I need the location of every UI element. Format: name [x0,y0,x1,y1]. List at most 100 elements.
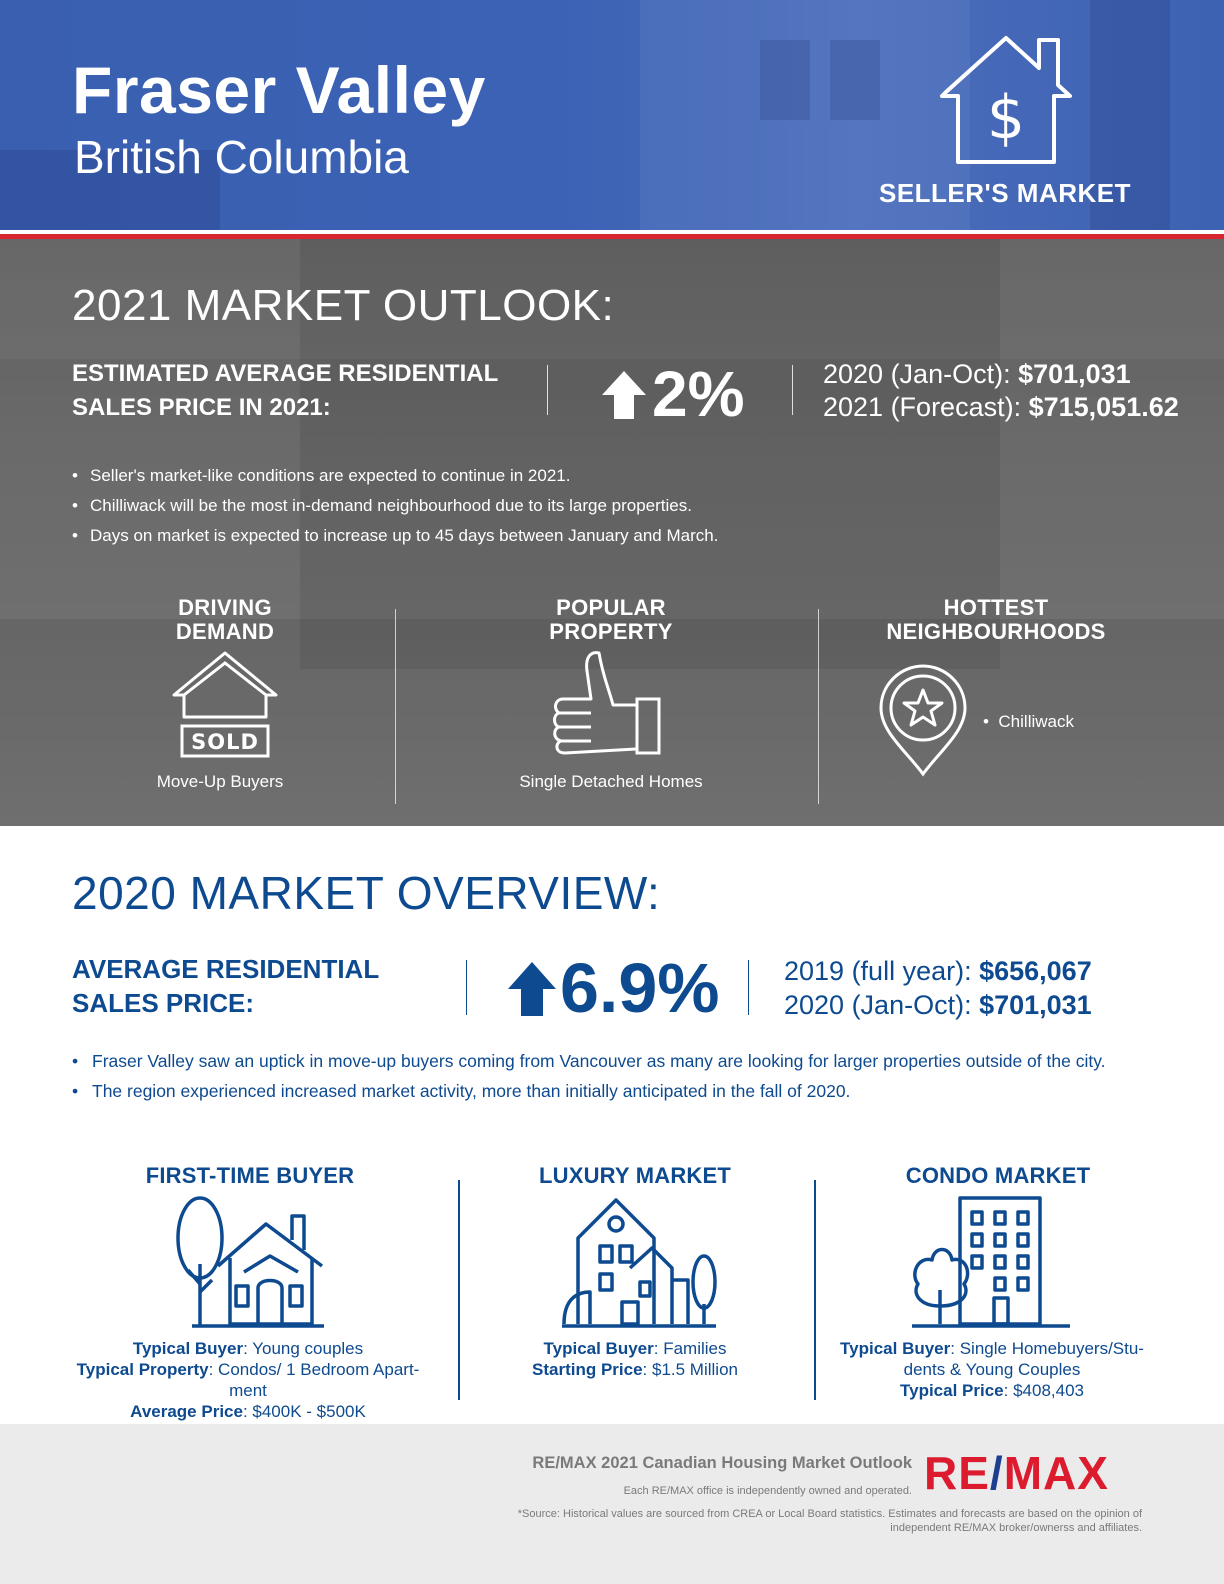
divider-stripe [0,230,1224,234]
outlook-figure-2020: 2020 (Jan-Oct): $701,031 [823,359,1131,390]
detail-value: : Single Homebuyers/Stu-dents & Young Co… [903,1339,1144,1379]
divider-stripe-red [0,234,1224,239]
sold-label: SOLD [191,730,259,754]
outlook-bullet-list: Seller's market-like conditions are expe… [72,461,718,551]
up-arrow-icon [602,371,646,419]
background-tree [0,150,220,230]
hottest-neighbourhood-item: • Chilliwack [983,712,1103,732]
page-subtitle: British Columbia [74,131,409,183]
estimate-label: ESTIMATED AVERAGE RESIDENTIAL SALES PRIC… [72,360,498,421]
figure-value: $715,051.62 [1028,392,1179,422]
column-heading: HOTTEST [943,595,1049,620]
luxury-market-details: Typical Buyer: Families Starting Price: … [470,1338,800,1380]
figure-label: 2020 (Jan-Oct): [823,359,1019,389]
column-heading: NEIGHBOURHOODS [886,619,1106,644]
divider [547,365,548,415]
footer-source: *Source: Historical values are sourced f… [517,1508,1142,1534]
first-time-buyer-details: Typical Buyer: Young couples Typical Pro… [58,1338,438,1422]
hottest-neighbourhoods-column: HOTTEST NEIGHBOURHOODS [866,596,1126,644]
detail-value: : Condos/ 1 Bedroom Apart-ment [208,1360,420,1400]
background-building [300,239,1000,669]
svg-text:$: $ [987,83,1025,153]
outlook-heading: 2021 MARKET OUTLOOK: [72,281,615,330]
detail-row: Average Price: $400K - $500K [58,1401,438,1422]
background-window [830,40,880,120]
detail-value: : Young couples [243,1339,364,1358]
column-heading: DRIVING [178,595,272,620]
list-item: The region experienced increased market … [72,1080,1152,1102]
luxury-home-icon [562,1198,717,1328]
logo-slash: / [989,1447,1004,1499]
footer-title: RE/MAX 2021 Canadian Housing Market Outl… [532,1454,912,1472]
logo-text: RE [924,1447,990,1499]
column-divider [818,609,819,804]
detail-row: Typical Property: Condos/ 1 Bedroom Apar… [58,1359,438,1401]
detail-value: : $1.5 Million [642,1360,738,1379]
column-heading: POPULAR [556,595,666,620]
overview-price-label: AVERAGE RESIDENTIAL SALES PRICE: [72,954,379,1018]
footer-note: Each RE/MAX office is independently owne… [623,1485,912,1497]
overview-heading: 2020 MARKET OVERVIEW: [72,867,661,919]
condo-market-details: Typical Buyer: Single Homebuyers/Stu-den… [822,1338,1162,1401]
detail-row: Typical Buyer: Single Homebuyers/Stu-den… [822,1338,1162,1380]
list-item: Days on market is expected to increase u… [72,521,718,551]
figure-value: $701,031 [1018,359,1131,389]
divider [792,365,793,415]
outlook-figure-2021: 2021 (Forecast): $715,051.62 [823,392,1179,423]
divider [748,960,749,1015]
detail-row: Starting Price: $1.5 Million [470,1359,800,1380]
background-photo [0,239,1224,359]
column-divider [458,1180,460,1400]
list-item: Fraser Valley saw an uptick in move-up b… [72,1050,1152,1072]
figure-label: 2021 (Forecast): [823,392,1029,422]
detail-value: : $408,403 [1003,1381,1084,1400]
sold-house-icon: SOLD [172,651,278,758]
figure-label: 2019 (full year): [784,956,980,986]
detail-label: Typical Buyer [840,1339,951,1358]
condo-market-heading: CONDO MARKET [905,1163,1091,1188]
driving-demand-caption: Move-Up Buyers [156,772,284,791]
thumbs-up-icon [553,651,661,755]
column-heading: DEMAND [175,619,275,644]
neighbourhood-name: Chilliwack [998,712,1074,731]
overview-figure-2020: 2020 (Jan-Oct): $701,031 [784,990,1092,1021]
background-window [1090,0,1170,230]
page-title: Fraser Valley [72,53,486,127]
overview-change-percent: 6.9% [560,949,720,1027]
detail-row: Typical Buyer: Families [470,1338,800,1359]
popular-property-caption: Single Detached Homes [519,772,703,791]
detail-value: : $400K - $500K [242,1402,366,1421]
detail-row: Typical Buyer: Young couples [58,1338,438,1359]
outlook-section: 2021 MARKET OUTLOOK: ESTIMATED AVERAGE R… [0,239,1224,826]
driving-demand-column: DRIVING DEMAND [105,596,345,644]
detail-value: : Families [653,1339,727,1358]
column-heading: PROPERTY [549,619,673,644]
figure-value: $701,031 [979,990,1092,1020]
figure-value: $656,067 [979,956,1092,986]
divider [466,960,467,1015]
list-item: Seller's market-like conditions are expe… [72,461,718,491]
overview-figure-2019: 2019 (full year): $656,067 [784,956,1092,987]
footer: RE/MAX 2021 Canadian Housing Market Outl… [0,1424,1224,1584]
outlook-change-percent: 2% [652,358,745,430]
condo-building-icon [912,1196,1070,1328]
detail-label: Starting Price [532,1360,643,1379]
detail-label: Typical Buyer [132,1339,244,1358]
map-pin-star-icon [879,664,967,777]
luxury-market-heading: LUXURY MARKET [538,1163,732,1188]
detail-label: Typical Property [76,1360,209,1379]
first-time-buyer-heading: FIRST-TIME BUYER [145,1163,355,1188]
detail-label: Typical Buyer [543,1339,654,1358]
logo-text: MAX [1003,1447,1109,1499]
background-lawn [0,619,1224,826]
bullet: • [983,712,999,731]
list-item: Chilliwack will be the most in-demand ne… [72,491,718,521]
figure-label: 2020 (Jan-Oct): [784,990,980,1020]
house-dollar-icon: $ [940,36,1072,164]
column-divider [814,1180,816,1400]
background-window [760,40,810,120]
background-building [640,0,970,230]
popular-property-column: POPULAR PROPERTY [491,596,731,644]
market-status-label: SELLER'S MARKET [878,178,1132,208]
overview-bullet-list: Fraser Valley saw an uptick in move-up b… [72,1050,1152,1110]
